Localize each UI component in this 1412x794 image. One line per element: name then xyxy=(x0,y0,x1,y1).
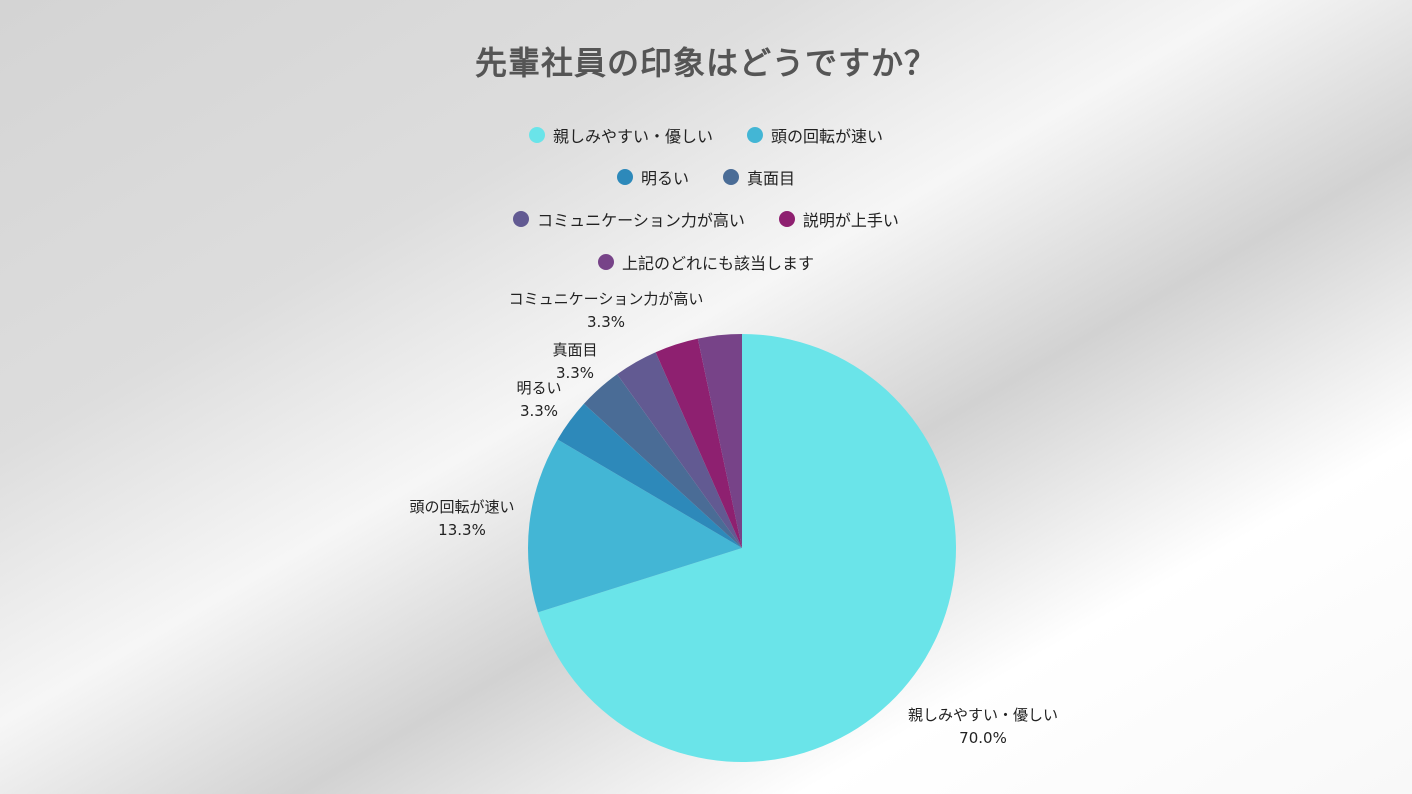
legend-dot-2 xyxy=(747,127,763,143)
legend-dot-3 xyxy=(616,169,633,185)
legend-item-1[interactable]: 親しみやすい・優しい xyxy=(528,123,713,147)
legend-item-6[interactable]: 説明が上手い xyxy=(778,207,899,231)
slice-label-3-name: 明るい xyxy=(516,379,561,397)
legend-dot-6 xyxy=(778,211,795,227)
legend-item-2[interactable]: 頭の回転が速い xyxy=(747,123,883,147)
legend-item-3[interactable]: 明るい xyxy=(616,165,689,189)
pie-slice-7[interactable] xyxy=(697,334,742,548)
pie-slice-6[interactable] xyxy=(655,338,742,548)
slice-label-4-name: 真面目 xyxy=(552,341,597,359)
pie-slice-3[interactable] xyxy=(557,403,742,548)
slice-label-5-name: コミュニケーション力が高い xyxy=(509,290,704,308)
legend-item-4[interactable]: 真面目 xyxy=(723,165,795,189)
legend-row-1: 親しみやすい・優しい 頭の回転が速い xyxy=(0,123,1412,147)
legend-item-5[interactable]: コミュニケーション力が高い xyxy=(513,207,745,231)
legend-row-4: 上記のどれにも該当します xyxy=(0,250,1412,274)
pie-slice-4[interactable] xyxy=(583,374,742,548)
legend-label-2: 頭の回転が速い xyxy=(771,127,884,146)
slice-label-2-value: 13.3% xyxy=(438,521,486,539)
legend-label-4: 真面目 xyxy=(747,169,796,188)
pie-slice-1[interactable] xyxy=(537,334,957,762)
pie-slice-2[interactable] xyxy=(528,439,742,613)
legend-row-2: 明るい 真面目 xyxy=(0,165,1412,189)
pie-slice-5[interactable] xyxy=(617,352,742,548)
legend-dot-1 xyxy=(528,127,545,143)
legend-dot-4 xyxy=(723,169,739,185)
slice-label-4-value: 3.3% xyxy=(556,364,594,382)
slice-label-5-value: 3.3% xyxy=(587,313,625,331)
legend-label-6: 説明が上手い xyxy=(802,211,899,230)
slice-label-2-name: 頭の回転が速い xyxy=(409,498,514,516)
slice-label-3-value: 3.3% xyxy=(520,402,558,420)
legend-item-7[interactable]: 上記のどれにも該当します xyxy=(597,250,814,274)
slice-label-1-name: 親しみやすい・優しい xyxy=(908,706,1058,724)
chart-title: 先輩社員の印象はどうですか？ xyxy=(474,44,937,82)
legend-label-3: 明るい xyxy=(640,169,689,188)
legend-row-3: コミュニケーション力が高い 説明が上手い xyxy=(0,207,1412,231)
legend-label-5: コミュニケーション力が高い xyxy=(537,211,745,230)
legend-dot-7 xyxy=(597,254,614,270)
legend-label-1: 親しみやすい・優しい xyxy=(552,127,713,146)
legend-dot-5 xyxy=(513,211,530,227)
pie-slices xyxy=(528,334,957,762)
legend-label-7: 上記のどれにも該当します xyxy=(621,254,814,273)
slice-label-1-value: 70.0% xyxy=(959,729,1007,747)
